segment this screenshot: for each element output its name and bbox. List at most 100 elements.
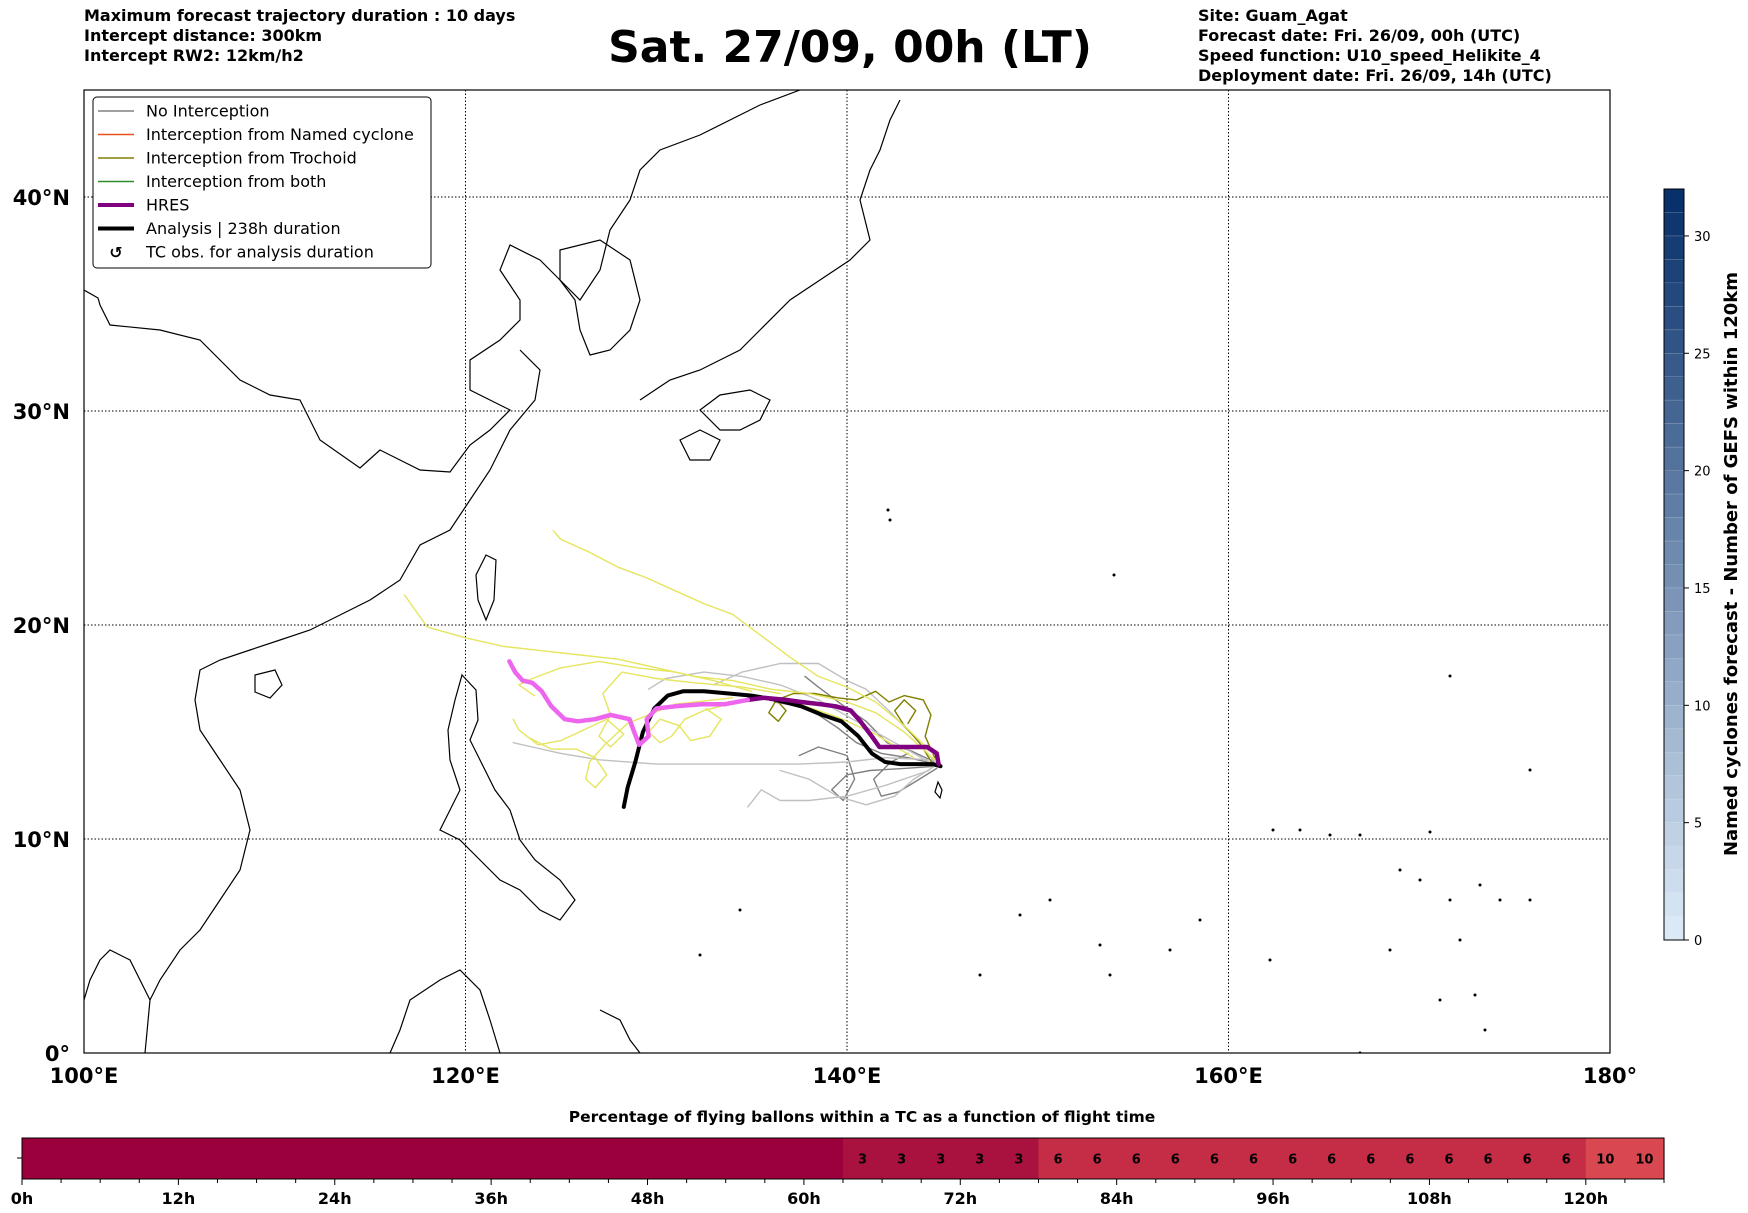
colorbar-band: [1664, 846, 1684, 871]
colorbar-band: [1664, 869, 1684, 894]
timeline-cell-value: 3: [936, 1153, 945, 1168]
colorbar: 0 5 10 15 20 25 30 Named cyclones forecast - N…: [1663, 188, 1742, 949]
philippines-coastline: [439, 673, 576, 921]
guam-island: [934, 780, 943, 800]
timeline-cell-value: 6: [1444, 1153, 1453, 1168]
colorbar-band: [1664, 611, 1684, 636]
timeline-cell-value: 10: [1596, 1153, 1614, 1168]
trajectory-line: [529, 697, 734, 789]
colorbar-band: [1664, 423, 1684, 448]
coastlines: [84, 90, 943, 1053]
colorbar-band: [1664, 517, 1684, 542]
header-right-info: Site: Guam_Agat Forecast date: Fri. 26/0…: [1198, 6, 1552, 86]
timeline-cell: [999, 1138, 1040, 1179]
timeline-cell-value: 6: [1249, 1153, 1258, 1168]
colorbar-band: [1664, 447, 1684, 472]
timeline-cell: [491, 1138, 531, 1179]
timeline-cell: [686, 1138, 727, 1179]
hainan-coastline: [254, 669, 283, 699]
timeline-cell: [921, 1138, 961, 1179]
colorbar-band: [1664, 822, 1684, 847]
colorbar-band: [1664, 634, 1684, 659]
colorbar-frame: [1663, 188, 1685, 941]
timeline-cell: [61, 1138, 101, 1179]
colorbar-band: [1664, 799, 1684, 824]
colorbar-band: [1664, 400, 1684, 425]
trajectory-line: [512, 742, 934, 765]
timeline-cell-value: 10: [1635, 1153, 1653, 1168]
intercept-rw2-text: Intercept RW2: 12km/h2: [84, 46, 304, 65]
colorbar-tick-label: 25: [1694, 347, 1711, 362]
timeline-cell-value: 3: [858, 1153, 867, 1168]
legend-label: HRES: [146, 196, 189, 215]
timeline-tick-label: 120h: [1563, 1189, 1608, 1208]
timeline-cell: [334, 1138, 375, 1179]
colorbar-band: [1664, 212, 1684, 237]
timeline-cell: [295, 1138, 336, 1179]
korea-coastline: [559, 239, 641, 356]
colorbar-band: [1664, 306, 1684, 331]
y-tick-label: 0°: [45, 1042, 70, 1066]
timeline-cell: [1429, 1138, 1470, 1179]
site-text: Site: Guam_Agat: [1198, 6, 1348, 25]
timeline-cell-value: 6: [1562, 1153, 1571, 1168]
timeline-tick-label: 0h: [11, 1189, 34, 1208]
legend-label: Interception from both: [146, 172, 326, 191]
timeline-cell-value: 6: [1171, 1153, 1180, 1168]
colorbar-band: [1664, 353, 1684, 378]
colorbar-band: [1664, 681, 1684, 706]
colorbar-tick-label: 0: [1694, 934, 1702, 949]
timeline-cell: [22, 1138, 62, 1179]
timeline-cell: [1312, 1138, 1352, 1179]
timeline-cell: [882, 1138, 922, 1179]
timeline-tick-label: 48h: [631, 1189, 665, 1208]
colorbar-band: [1664, 752, 1684, 777]
timeline-cell: [1390, 1138, 1431, 1179]
timeline-cell: [1194, 1138, 1235, 1179]
legend-label: Analysis | 238h duration: [146, 219, 341, 238]
intercept-distance-text: Intercept distance: 300km: [84, 26, 323, 45]
timeline-cell: [373, 1138, 414, 1179]
trajectory-line: [798, 746, 938, 802]
timeline-cell: [1038, 1138, 1079, 1179]
timeline-cell: [1507, 1138, 1548, 1179]
deployment-date-text: Deployment date: Fri. 26/09, 14h (UTC): [1198, 66, 1552, 85]
colorbar-band: [1664, 587, 1684, 613]
timeline-cell-value: 3: [975, 1153, 984, 1168]
timeline-tick-label: 36h: [474, 1189, 508, 1208]
timeline-cell: [256, 1138, 297, 1179]
map-grid: [84, 90, 1610, 1053]
colorbar-label: Named cyclones forecast - Number of GEFS…: [1721, 272, 1742, 856]
timeline-cell: [569, 1138, 610, 1179]
x-tick-label: 140°E: [813, 1064, 882, 1088]
y-tick-label: 40°N: [13, 186, 70, 210]
colorbar-tick-label: 30: [1694, 230, 1711, 245]
timeline-tick-label: 24h: [318, 1189, 352, 1208]
timeline-cell: [1351, 1138, 1391, 1179]
forecast-date-text: Forecast date: Fri. 26/09, 00h (UTC): [1198, 26, 1521, 45]
timeline-cell: [608, 1138, 649, 1179]
colorbar-band: [1664, 564, 1684, 589]
timeline-cell: [1468, 1138, 1509, 1179]
legend: No Interception Interception from Named c…: [92, 96, 432, 269]
colorbar-band: [1664, 728, 1684, 753]
map-axis-labels: 100°E 120°E 140°E 160°E 180° 0° 10°N 20°N 30°N 40…: [13, 186, 1637, 1088]
trajectory-line: [894, 699, 934, 765]
timeline-cell: [803, 1138, 844, 1179]
timeline-cell-value: 6: [1054, 1153, 1063, 1168]
colorbar-tick-label: 5: [1694, 817, 1702, 832]
trajectory-line: [507, 659, 751, 748]
japan-coastline: [639, 99, 901, 461]
taiwan-coastline: [475, 554, 497, 622]
borneo-coastline: [389, 969, 501, 1053]
timeline-cell-value: 6: [1523, 1153, 1532, 1168]
x-tick-label: 160°E: [1194, 1064, 1263, 1088]
main-title: Sat. 27/09, 00h (LT): [608, 22, 1092, 73]
timeline-cell: [178, 1138, 219, 1179]
colorbar-band: [1664, 470, 1684, 495]
timeline-cell-value: 6: [1366, 1153, 1375, 1168]
timeline-cell: [217, 1138, 258, 1179]
timeline-title: Percentage of flying ballons within a TC…: [569, 1108, 1156, 1126]
legend-tc-symbol: ↺: [109, 243, 122, 262]
